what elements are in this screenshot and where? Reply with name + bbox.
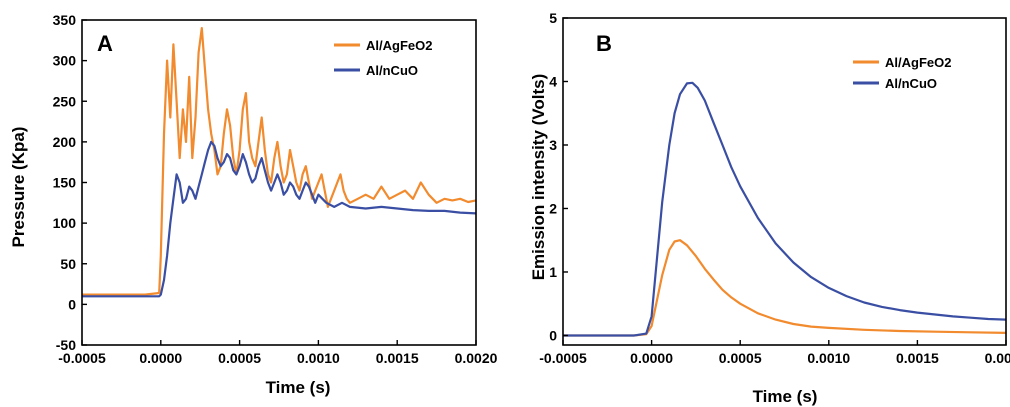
y-tick-label: 100 [53, 215, 77, 231]
series-line [82, 140, 477, 298]
legend: Al/AgFeO2 Al/nCuO [853, 55, 951, 91]
x-tick-label: 0.0010 [297, 350, 340, 366]
plot-frame [562, 17, 1007, 346]
x-tick-label: 0.0000 [139, 350, 182, 366]
legend-label: Al/AgFeO2 [885, 55, 951, 70]
y-axis-title: Pressure (Kpa) [9, 127, 28, 248]
y-tick-label: 3 [549, 137, 557, 153]
legend-label: Al/AgFeO2 [366, 38, 432, 53]
y-tick-label: 200 [53, 134, 77, 150]
y-tick-label: 150 [53, 175, 77, 191]
x-tick-label: 0.0015 [896, 350, 939, 366]
legend-label: Al/nCuO [885, 76, 937, 91]
x-tick-label: 0.0000 [630, 350, 673, 366]
x-tick-label: 0.0020 [455, 350, 498, 366]
x-tick-label: -0.0005 [539, 350, 587, 366]
y-tick-label: 2 [549, 200, 557, 216]
legend: Al/AgFeO2 Al/nCuO [334, 38, 432, 78]
y-tick-label: -50 [56, 337, 76, 353]
series-line [563, 239, 1007, 337]
x-tick-label: 0.0020 [985, 350, 1010, 366]
panel-label: A [97, 31, 113, 56]
y-tick-label: 0 [68, 296, 76, 312]
y-tick-label: 300 [53, 53, 77, 69]
y-tick-label: 5 [549, 10, 557, 26]
x-tick-label: -0.0005 [58, 350, 106, 366]
y-tick-label: 350 [53, 12, 77, 28]
x-tick-label: 0.0005 [218, 350, 261, 366]
y-tick-label: 4 [549, 73, 557, 89]
legend-label: Al/nCuO [366, 63, 418, 78]
panel-a: A Time (s) Pressure (Kpa) Al/AgFeO2 Al/n… [9, 12, 498, 397]
x-tick-label: 0.0015 [376, 350, 419, 366]
y-tick-label: 250 [53, 93, 77, 109]
y-axis-title: Emission intensity (Volts) [529, 74, 548, 281]
series-line [82, 27, 477, 296]
x-tick-label: 0.0005 [719, 350, 762, 366]
y-tick-label: 0 [549, 327, 557, 343]
x-axis-title: Time (s) [753, 387, 818, 406]
series-line [563, 81, 1007, 337]
x-axis-title: Time (s) [266, 378, 331, 397]
panel-b: B Time (s) Emission intensity (Volts) Al… [529, 10, 1010, 406]
y-tick-label: 1 [549, 264, 557, 280]
x-tick-label: 0.0010 [807, 350, 850, 366]
panel-label: B [596, 31, 612, 56]
y-tick-label: 50 [60, 256, 76, 272]
